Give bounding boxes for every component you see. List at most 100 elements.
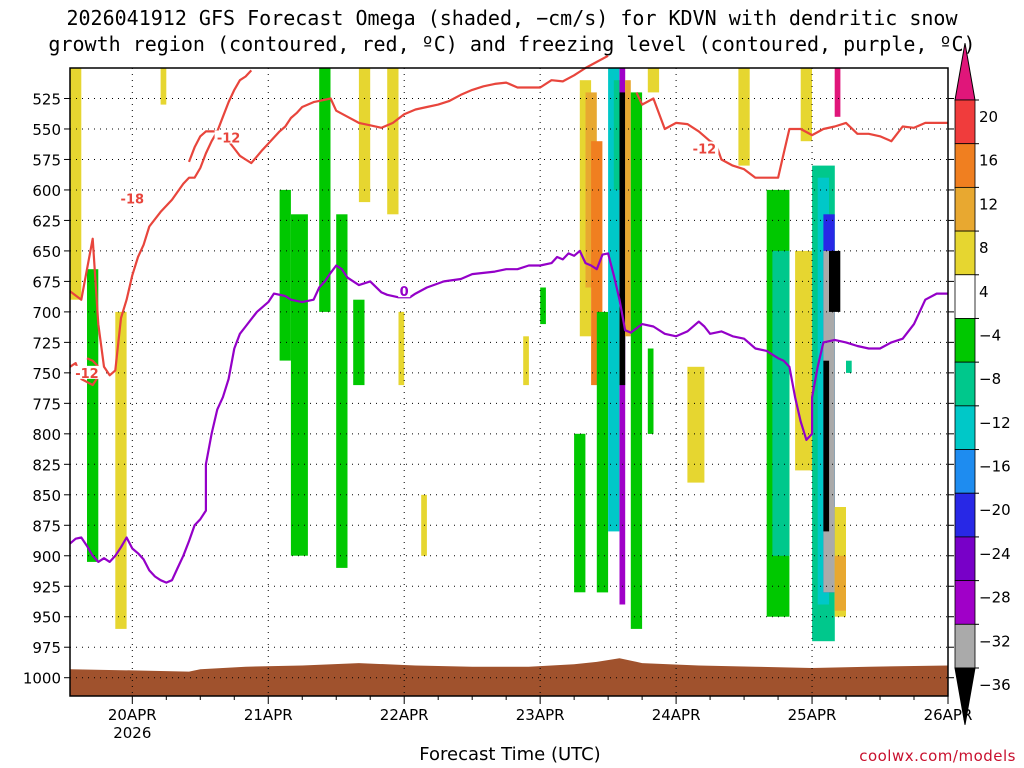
- chart-title-line-1: 2026041912 GFS Forecast Omega (shaded, −…: [66, 6, 958, 30]
- x-axis: 20APR21APR22APR23APR24APR25APR26APR27APR…: [108, 696, 972, 742]
- gridlines: [70, 68, 949, 696]
- y-tick-label: 575: [32, 151, 61, 169]
- contour-line: [69, 249, 948, 584]
- omega-patch: [613, 80, 626, 190]
- x-tick-label: 23APR: [516, 706, 565, 724]
- y-tick-label: 700: [32, 304, 61, 322]
- omega-patch: [160, 68, 167, 105]
- y-tick-label: 550: [32, 121, 61, 139]
- omega-patch: [834, 68, 841, 117]
- y-tick-label: 525: [32, 90, 61, 108]
- omega-patch: [574, 433, 586, 593]
- omega-patch: [823, 360, 830, 532]
- omega-patch: [579, 80, 592, 337]
- contour-label-bg: [398, 284, 411, 298]
- y-tick-label: 725: [32, 334, 61, 352]
- y-tick-label: 775: [32, 395, 61, 413]
- omega-patch: [540, 287, 546, 325]
- colorbar-bin: [954, 405, 976, 450]
- colorbar-label: 20: [979, 108, 998, 126]
- y-tick-label: 675: [32, 273, 61, 291]
- omega-patch: [829, 250, 841, 312]
- colorbar-bin: [954, 230, 976, 276]
- terrain-layer: [70, 658, 948, 696]
- plot-frame: [69, 67, 949, 697]
- contour-label-bg: [72, 365, 101, 379]
- x-year-label: 2026: [113, 724, 151, 742]
- terrain-fill: [70, 658, 948, 696]
- colorbar-bin: [954, 99, 976, 145]
- omega-patch: [336, 214, 348, 568]
- omega-patch: [630, 92, 643, 629]
- omega-patch: [608, 68, 620, 532]
- x-tick-label: 21APR: [244, 706, 293, 724]
- y-tick-label: 875: [32, 517, 61, 535]
- x-tick-label: 22APR: [380, 706, 429, 724]
- omega-patch: [591, 141, 603, 386]
- omega-patch: [398, 311, 405, 386]
- colorbar-bin: [954, 449, 976, 494]
- colorbar-bin: [954, 580, 976, 625]
- credit-link[interactable]: coolwx.com/models: [859, 747, 1016, 765]
- omega-patch: [319, 68, 331, 312]
- y-tick-label: 1000: [23, 670, 61, 688]
- y-tick-label: 850: [32, 487, 61, 505]
- contour-label: -12: [75, 367, 99, 382]
- contour-label-bg: [214, 130, 243, 144]
- omega-patch: [800, 68, 812, 142]
- omega-patch: [834, 555, 846, 611]
- omega-patch: [596, 311, 609, 593]
- omega-patch: [619, 92, 626, 386]
- plot-border: [69, 67, 949, 697]
- colorbar-label: −28: [979, 589, 1011, 607]
- colorbar-label: −4: [979, 326, 1001, 344]
- colorbar-bottom-arrow: [954, 667, 976, 725]
- contour-line: [187, 54, 609, 165]
- colorbar-top-arrow: [954, 43, 976, 101]
- contour-label: -12: [217, 132, 241, 147]
- omega-patch: [687, 366, 705, 483]
- colorbar-label: −24: [979, 545, 1011, 563]
- omega-patch: [87, 269, 99, 562]
- colorbar-label: −12: [979, 414, 1011, 432]
- omega-patch: [358, 68, 371, 203]
- y-tick-label: 900: [32, 548, 61, 566]
- contour-line: [635, 91, 948, 179]
- colorbar-bin: [954, 186, 976, 232]
- omega-patch: [387, 68, 399, 215]
- y-tick-label: 925: [32, 578, 61, 596]
- x-tick-label: 25APR: [788, 706, 837, 724]
- omega-patch: [70, 68, 82, 300]
- y-tick-label: 975: [32, 639, 61, 657]
- y-tick-label: 600: [32, 182, 61, 200]
- colorbar-label: 8: [979, 239, 989, 257]
- omega-patch: [846, 360, 852, 373]
- omega-patch: [290, 214, 308, 556]
- colorbar-bin: [954, 492, 976, 538]
- omega-patch: [772, 250, 790, 556]
- y-tick-label: 750: [32, 365, 61, 383]
- omega-patch: [738, 68, 750, 166]
- colorbar-label: −32: [979, 632, 1011, 650]
- omega-patch: [817, 177, 829, 605]
- omega-patch: [647, 68, 660, 93]
- y-tick-label: 950: [32, 609, 61, 627]
- omega-patch: [115, 311, 127, 629]
- colorbar-bin: [954, 361, 976, 407]
- contour-label: -18: [121, 192, 145, 207]
- chart-title-line-2: growth region (contoured, red, ºC) and f…: [48, 32, 976, 56]
- colorbar-label: 16: [979, 152, 998, 170]
- colorbar-bin: [954, 318, 976, 363]
- colorbar-label: −8: [979, 370, 1001, 388]
- colorbar-bin: [954, 143, 976, 188]
- colorbar-label: 12: [979, 195, 998, 213]
- y-tick-label: 650: [32, 243, 61, 261]
- omega-patch: [523, 336, 529, 386]
- contours: -18 -12 -12 -12 0: [69, 54, 948, 584]
- contour-label: -12: [693, 142, 717, 157]
- x-tick-label: 20APR: [108, 706, 157, 724]
- colorbar-label: −36: [979, 676, 1011, 694]
- colorbar-bin: [954, 274, 976, 319]
- y-tick-label: 800: [32, 426, 61, 444]
